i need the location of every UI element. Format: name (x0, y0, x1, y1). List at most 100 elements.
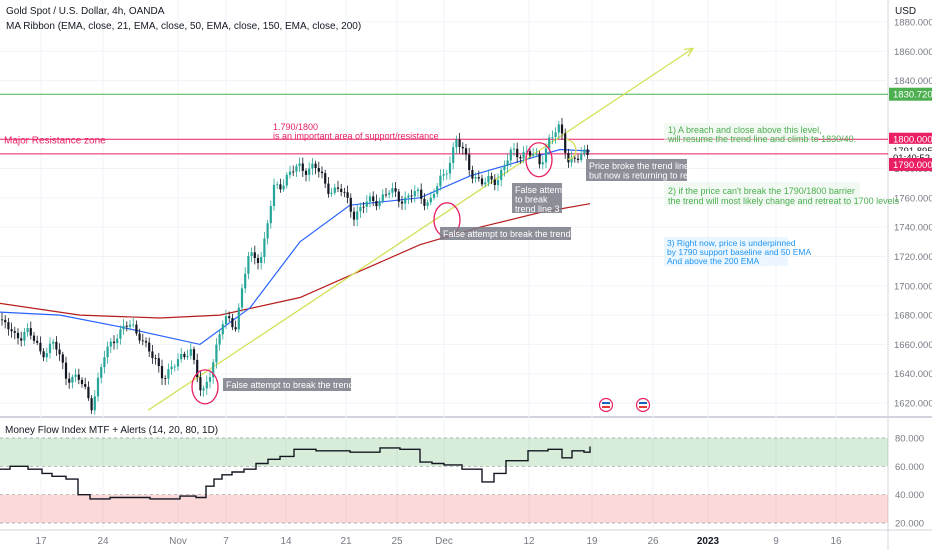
candle-body (362, 206, 365, 208)
candle-body (112, 341, 116, 344)
candle-body (138, 333, 141, 341)
price-badge-label: 1830.720 (893, 90, 932, 101)
candle-body (340, 188, 343, 192)
zone-note: is an important area of support/resistan… (273, 131, 439, 141)
mfi-tick-label: 40.000 (895, 490, 924, 501)
candle-body (535, 153, 538, 155)
candle-body (304, 170, 308, 175)
candle-body (144, 341, 148, 343)
false3-box (512, 183, 562, 213)
price-tick-label: 1700.000 (894, 281, 932, 292)
candle-body (170, 366, 173, 370)
trend-line[interactable] (147, 47, 695, 411)
us-flag-stripe (602, 402, 610, 404)
false-break-circle[interactable] (191, 369, 219, 405)
candle-body (167, 369, 170, 379)
candle-body (160, 366, 164, 379)
candle-body (250, 252, 253, 257)
mfi-tick-label: 60.000 (895, 462, 924, 473)
candle-body (84, 384, 87, 387)
candle-body (519, 157, 522, 159)
candle-body (228, 316, 231, 319)
time-tick-label: 12 (523, 536, 535, 547)
candle-body (16, 332, 20, 339)
candle-body (333, 187, 336, 193)
candle-body (516, 148, 519, 158)
candle-body (500, 169, 503, 181)
candle-body (0, 319, 4, 321)
trend-line-segment[interactable] (147, 47, 694, 411)
candle-body (560, 124, 564, 134)
candle-body (26, 328, 29, 333)
candle-body (298, 163, 301, 167)
false-break-circle[interactable] (525, 142, 553, 178)
time-tick-label: 17 (35, 536, 47, 547)
note2-text: the trend will most likely change and re… (668, 196, 900, 206)
mfi-line (0, 446, 591, 500)
time-tick-label: 7 (223, 536, 229, 547)
candle-body (128, 324, 132, 327)
candle-body (532, 153, 535, 156)
candle-body (420, 189, 423, 199)
candle-body (52, 341, 55, 344)
candle-body (349, 197, 352, 212)
candle-body (282, 185, 285, 190)
false3-text: trend line 3 (515, 204, 560, 214)
candle-body (141, 340, 144, 342)
false2-text: False attempt to break the trend line 2 (443, 229, 595, 239)
candle-body (512, 148, 516, 150)
us-flag-icon[interactable] (635, 397, 651, 413)
trend-arrow-head (683, 47, 695, 57)
candle-body (253, 252, 256, 259)
candle-body (311, 163, 314, 169)
false1-text: False attempt to break the trend line 1 (226, 380, 378, 390)
indicator-legend[interactable]: MA Ribbon (EMA, close, 21, EMA, close, 5… (6, 21, 362, 32)
candle-body (564, 133, 567, 153)
price-broke-text: but now is returning to retest (589, 171, 703, 181)
candle-body (503, 166, 506, 170)
time-tick-label: 19 (586, 536, 598, 547)
candle-body (336, 187, 340, 189)
symbol-title[interactable]: Gold Spot / U.S. Dollar, 4h, OANDA (6, 6, 165, 17)
candle-body (272, 184, 276, 207)
candle-body (580, 153, 583, 161)
price-badge[interactable] (889, 87, 932, 101)
candle-body (90, 398, 93, 411)
candle-body (103, 357, 106, 368)
candle-body (541, 162, 544, 165)
candle-body (461, 146, 464, 149)
candle-body (525, 151, 528, 153)
candle-body (48, 343, 52, 354)
candle-body (493, 179, 496, 185)
note2-text: 2) if the price can't break the 1790/180… (668, 186, 855, 196)
candle-body (413, 191, 416, 197)
candle-body (269, 206, 272, 224)
note2-box (664, 182, 860, 206)
candle-body (263, 238, 266, 257)
price-tick-label: 1720.000 (894, 252, 932, 263)
price-badge[interactable] (889, 132, 932, 146)
us-flag-stripe (602, 406, 610, 408)
axes: 1880.000 1860.000 1840.000 17 80.000 1760.000… (35, 18, 932, 547)
candle-body (477, 177, 480, 179)
candle-body (496, 180, 500, 185)
mfi-title[interactable]: Money Flow Index MTF + Alerts (14, 20, 8… (5, 425, 219, 436)
price-tick-label: 1840.000 (894, 76, 932, 87)
candle-body (576, 158, 580, 161)
price-tick-label: 1860.000 (894, 47, 932, 58)
candle-body (327, 183, 330, 194)
candle-body (109, 341, 112, 347)
candle-body (397, 191, 400, 202)
us-flag-icon[interactable] (598, 397, 614, 413)
price-badge[interactable] (889, 157, 932, 171)
candle-body (20, 338, 23, 341)
currency-label: USD (895, 6, 917, 17)
candle-body (13, 331, 16, 333)
candle-body (285, 174, 288, 186)
candle-body (186, 355, 189, 358)
candle-body (509, 149, 512, 161)
candle-body (240, 288, 244, 308)
